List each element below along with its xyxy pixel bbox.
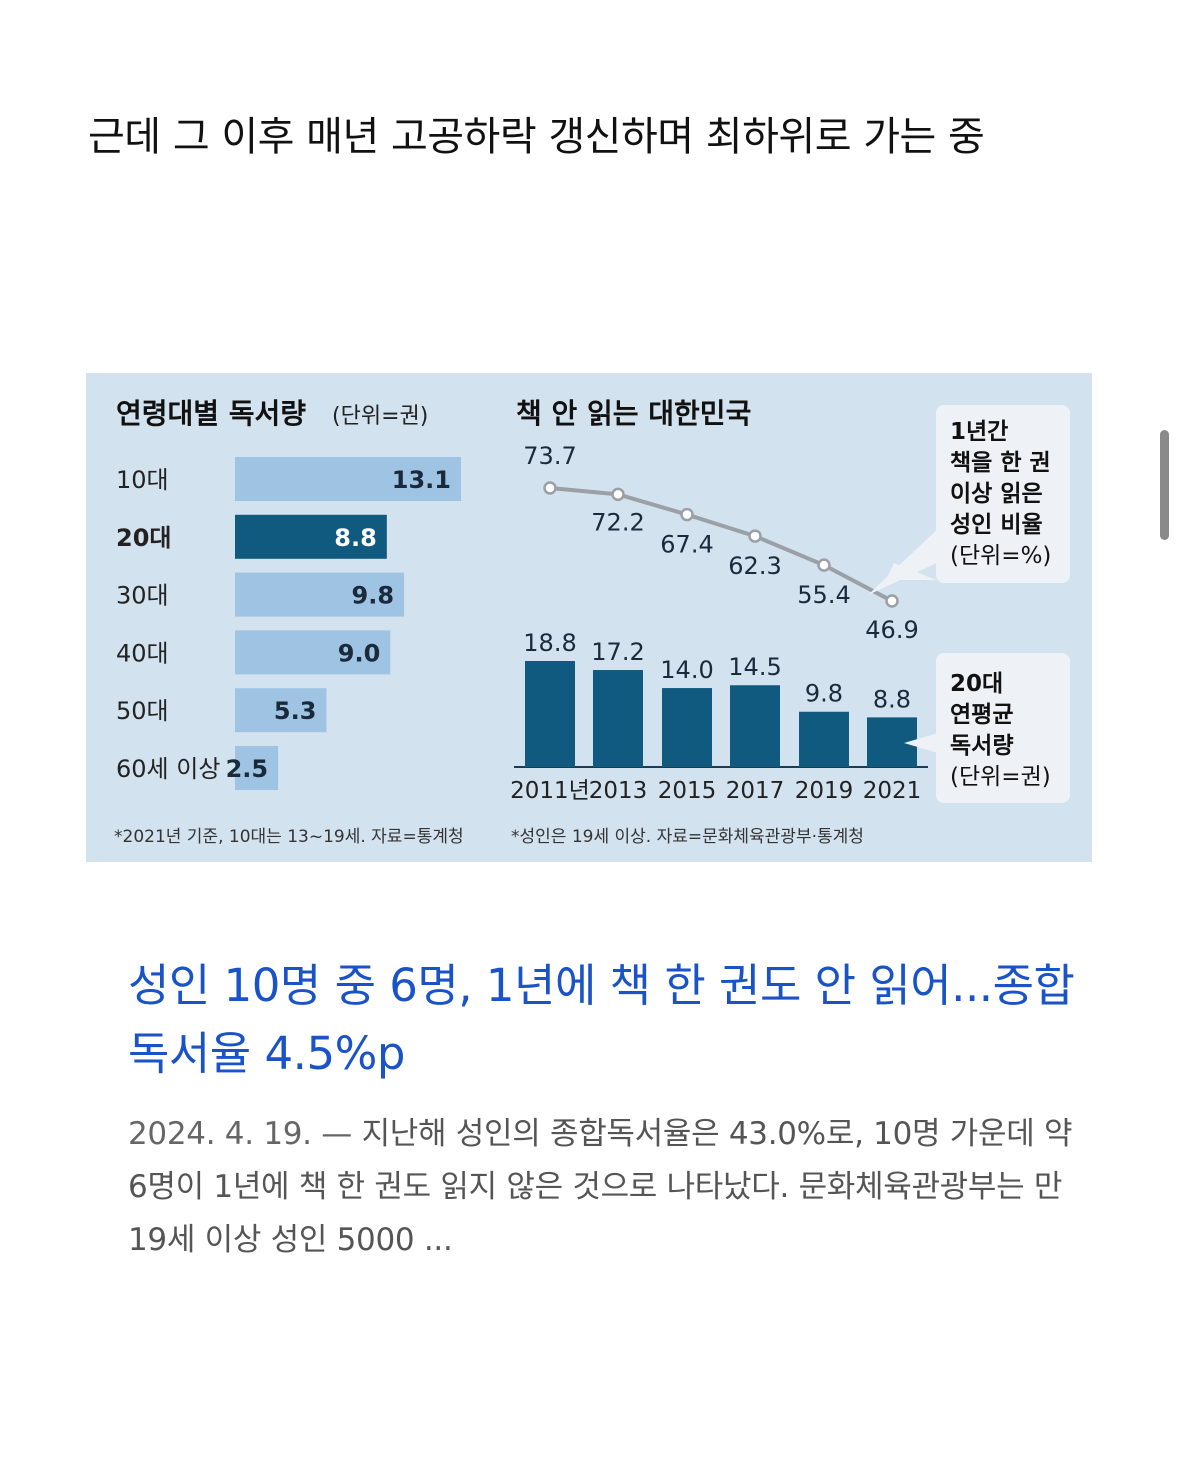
bar-legend-line: (단위=권) — [950, 764, 1051, 790]
age-bar — [235, 688, 327, 733]
age-bar-value: 9.0 — [338, 639, 381, 667]
age-chart-footnote: *2021년 기준, 10대는 13~19세. 자료=통계청 — [114, 827, 464, 847]
yearly-bar-value: 8.8 — [873, 685, 911, 713]
line-legend-line: 1년간 — [950, 419, 1008, 445]
trend-chart-footnote: *성인은 19세 이상. 자료=문화체육관광부·통계청 — [511, 827, 864, 847]
yearly-bar-value: 9.8 — [805, 680, 843, 708]
reading-rate-point — [748, 529, 762, 543]
post-title: 근데 그 이후 매년 고공하락 갱신하며 최하위로 가는 중 — [88, 114, 985, 160]
age-bar-value: 9.8 — [352, 582, 395, 610]
yearly-bar — [799, 711, 849, 767]
trend-chart: 18.8 2011년 17.2 2013 14.0 2015 14.5 2017 9.8 2019… — [510, 442, 928, 804]
reading-rate-point — [680, 507, 694, 522]
age-bar-chart: 10대 13.1 20대 8.8 30대 9.8 40대 9.0 50대 5.3 60세 이상 2.5 — [116, 457, 461, 790]
age-bar-value: 13.1 — [392, 466, 451, 494]
age-bar-value: 2.5 — [226, 755, 269, 783]
reading-rate-point — [885, 594, 899, 608]
reading-rate-value: 46.9 — [865, 616, 918, 644]
reading-rate-point — [611, 487, 625, 502]
line-legend-line: 성인 비율 — [950, 512, 1043, 538]
yearly-bar-value: 14.5 — [728, 653, 781, 681]
year-tick-label: 2019 — [795, 778, 854, 804]
article-date: 2024. 4. 19. — — [128, 1116, 352, 1152]
reading-rate-value: 73.7 — [523, 442, 576, 470]
bar-legend-line: 연평균 — [950, 702, 1013, 728]
bar-legend-line: 20대 — [950, 671, 1003, 697]
yearly-bar — [730, 685, 780, 767]
line-legend-line: 책을 한 권 — [950, 450, 1051, 476]
age-bar — [235, 457, 461, 501]
year-tick-label: 2015 — [658, 778, 717, 804]
yearly-bar — [593, 670, 643, 767]
line-legend-line: 이상 읽은 — [950, 481, 1043, 507]
reading-rate-value: 67.4 — [660, 531, 713, 559]
reading-rate-line — [549, 486, 893, 603]
reading-rate-point — [817, 558, 831, 572]
article-snippet: 2024. 4. 19. — 지난해 성인의 종합독서율은 43.0%로, 10… — [128, 1108, 1088, 1267]
bar-legend-line: 독서량 — [950, 733, 1013, 759]
age-category-label: 30대 — [116, 582, 169, 610]
year-tick-label: 2011년 — [510, 778, 590, 804]
age-category-label: 40대 — [116, 639, 169, 667]
age-chart-title: 연령대별 독서량 — [116, 397, 306, 430]
age-category-label: 60세 이상 — [116, 755, 220, 783]
year-tick-label: 2013 — [589, 778, 648, 804]
yearly-bar — [662, 688, 712, 767]
age-chart-unit: (단위=권) — [332, 404, 428, 429]
yearly-bar-value: 14.0 — [660, 656, 713, 684]
yearly-bar-value: 17.2 — [591, 638, 644, 666]
age-bar-value: 8.8 — [334, 524, 377, 552]
age-bar — [235, 572, 405, 617]
age-category-label: 50대 — [116, 697, 169, 725]
age-category-label: 20대 — [116, 524, 171, 552]
age-category-label: 10대 — [116, 466, 169, 494]
reading-rate-value: 72.2 — [591, 508, 644, 536]
article-headline-link[interactable]: 성인 10명 중 6명, 1년에 책 한 권도 안 읽어...종합독서율 4.5… — [128, 959, 1075, 1080]
yearly-bar — [525, 661, 575, 767]
yearly-bar-value: 18.8 — [523, 629, 576, 657]
reading-rate-value: 55.4 — [797, 581, 850, 609]
line-legend-line: (단위=%) — [950, 543, 1051, 569]
infographic-svg: 연령대별 독서량 (단위=권) 10대 13.1 20대 8.8 30대 9.8 40대 9.… — [114, 397, 1070, 847]
year-tick-label: 2017 — [726, 778, 785, 804]
article-snippet-text: 지난해 성인의 종합독서율은 43.0%로, 10명 가운데 약 6명이 1년에… — [128, 1116, 1073, 1258]
age-bar — [235, 514, 387, 559]
reading-rate-point — [543, 481, 557, 495]
age-bar — [235, 746, 279, 790]
age-bar — [235, 630, 391, 675]
age-bar-value: 5.3 — [274, 697, 317, 725]
scrollbar-thumb[interactable] — [1160, 430, 1169, 540]
reading-rate-value: 62.3 — [728, 552, 781, 580]
trend-chart-title: 책 안 읽는 대한민국 — [516, 397, 751, 430]
reading-statistics-infographic: 연령대별 독서량 (단위=권) 10대 13.1 20대 8.8 30대 9.8 40대 9.… — [86, 373, 1092, 862]
year-tick-label: 2021 — [863, 778, 922, 804]
